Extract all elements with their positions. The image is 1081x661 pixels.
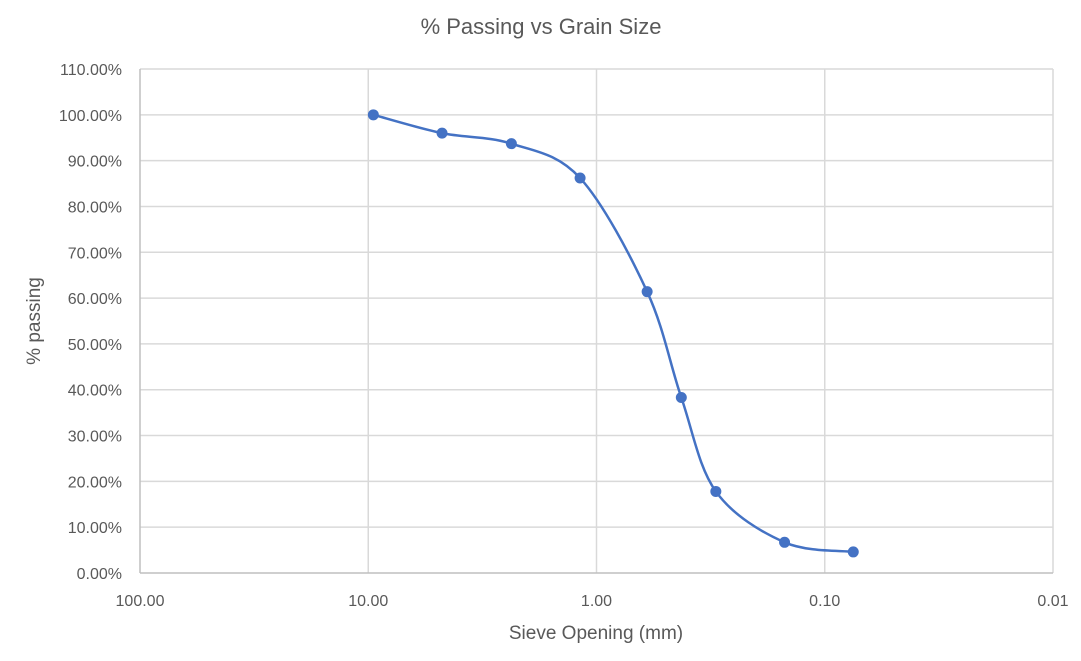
data-point[interactable]	[675, 392, 687, 404]
data-point[interactable]	[710, 485, 722, 497]
data-point[interactable]	[436, 127, 448, 139]
series-line	[373, 113, 854, 554]
data-point[interactable]	[505, 138, 517, 150]
y-tick-label: 110.00%	[60, 62, 122, 79]
data-point[interactable]	[367, 109, 379, 121]
y-tick-label: 90.00%	[68, 154, 122, 171]
y-tick-label: 80.00%	[68, 199, 122, 216]
y-tick-label: 30.00%	[68, 429, 122, 446]
y-tick-label: 100.00%	[59, 108, 122, 125]
x-axis-title: Sieve Opening (mm)	[509, 623, 683, 644]
x-tick-label: 0.10	[809, 593, 840, 610]
y-tick-label: 20.00%	[68, 474, 122, 491]
data-point[interactable]	[574, 172, 586, 184]
data-point[interactable]	[847, 546, 859, 558]
chart-title: % Passing vs Grain Size	[421, 14, 662, 39]
data-point[interactable]	[779, 536, 791, 548]
y-tick-label: 70.00%	[68, 245, 122, 262]
x-tick-label: 100.00	[116, 593, 165, 610]
x-tick-label: 10.00	[348, 593, 388, 610]
y-tick-label: 10.00%	[68, 520, 122, 537]
x-tick-label: 0.01	[1037, 593, 1068, 610]
y-tick-label: 40.00%	[68, 383, 122, 400]
y-axis-title: % passing	[24, 277, 45, 365]
y-tick-label: 50.00%	[68, 337, 122, 354]
y-tick-label: 60.00%	[68, 291, 122, 308]
x-tick-label: 1.00	[581, 593, 612, 610]
y-tick-label: 0.00%	[77, 566, 122, 583]
data-point[interactable]	[641, 286, 653, 298]
